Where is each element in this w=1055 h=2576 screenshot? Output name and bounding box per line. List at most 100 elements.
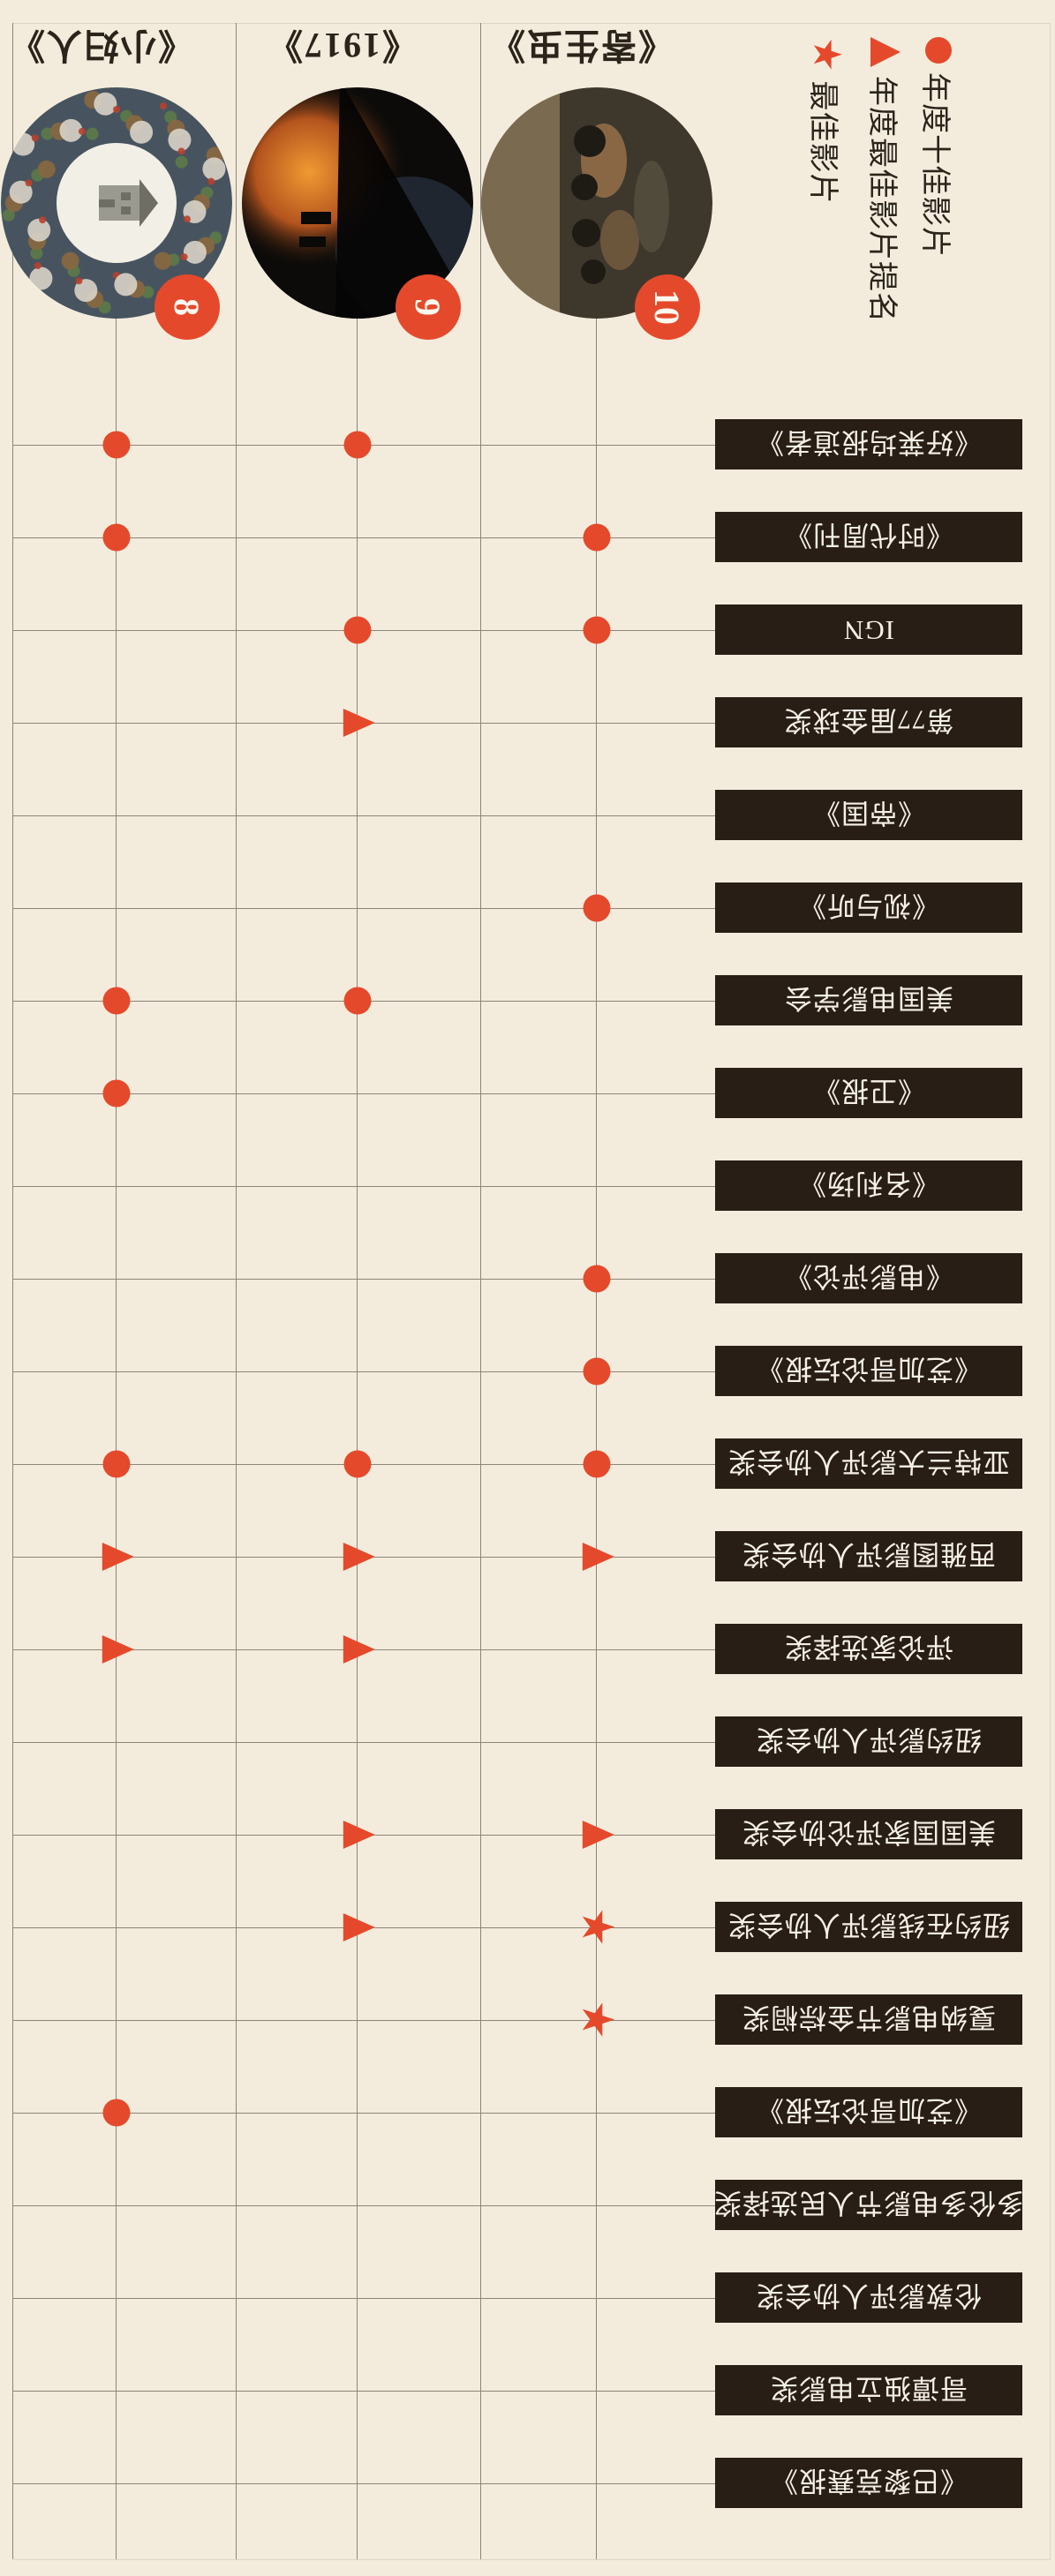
frame-top-line bbox=[1050, 23, 1051, 2559]
org-header-bar: 《名利场》 bbox=[715, 1160, 1022, 1211]
org-header-bar: 伦敦影评人协会奖 bbox=[715, 2272, 1022, 2323]
org-header-bar: 《芝加哥论坛报》 bbox=[715, 2087, 1022, 2137]
mark-dot bbox=[343, 431, 372, 458]
legend-triangle-icon bbox=[870, 37, 901, 67]
grid-intermediate-line bbox=[236, 23, 237, 2559]
grid-intermediate-line bbox=[480, 23, 481, 2559]
org-header-bar: 《视与听》 bbox=[715, 882, 1022, 933]
legend-item-star: ★ 最佳影片 bbox=[804, 37, 849, 204]
org-header-label: 纽约影评人协会奖 bbox=[756, 1724, 982, 1754]
org-header-label: 《巴黎竞赛报》 bbox=[770, 2465, 968, 2496]
mark-dot bbox=[583, 1357, 611, 1385]
org-header-label: 《时代周刊》 bbox=[784, 519, 953, 550]
mark-dot bbox=[102, 2099, 131, 2126]
mark-triangle bbox=[343, 1912, 375, 1941]
movie-title: 《1917》 bbox=[266, 26, 418, 65]
mark-dot bbox=[102, 431, 131, 458]
legend-star-icon: ★ bbox=[804, 37, 849, 72]
legend-item-triangle: 年度最佳影片提名 bbox=[866, 37, 903, 323]
org-header-label: 《好莱坞报道者》 bbox=[756, 426, 982, 457]
org-header-bar: 《芝加哥论坛报》 bbox=[715, 1346, 1022, 1396]
org-header-bar: 《好莱坞报道者》 bbox=[715, 419, 1022, 469]
org-header-label: IGN bbox=[842, 614, 895, 646]
mark-dot bbox=[102, 523, 131, 551]
org-header-label: 《芝加哥论坛报》 bbox=[756, 2094, 982, 2125]
org-header-bar: 《时代周刊》 bbox=[715, 512, 1022, 562]
org-header-bar: IGN bbox=[715, 605, 1022, 655]
mark-dot bbox=[102, 1450, 131, 1477]
grid-org-column-line bbox=[13, 2390, 715, 2392]
org-header-label: 《卫报》 bbox=[812, 1075, 925, 1106]
org-header-label: 美国国家评论协会奖 bbox=[742, 1816, 996, 1847]
grid-org-column-line bbox=[13, 2297, 715, 2299]
grid-movie-row-line bbox=[116, 203, 117, 2559]
mark-triangle bbox=[343, 1820, 375, 1849]
mark-dot bbox=[583, 616, 611, 643]
org-header-label: 第77届金球奖 bbox=[783, 704, 954, 735]
movie-poster-art bbox=[1, 87, 232, 319]
org-header-label: 戛纳电影节金棕榈奖 bbox=[742, 2001, 996, 2032]
legend-item-dot: 年度十佳影片 bbox=[919, 37, 956, 258]
org-header-label: 纽约在线影评人协会奖 bbox=[727, 1909, 1010, 1940]
mark-dot bbox=[343, 616, 372, 643]
movie-circle bbox=[481, 87, 712, 319]
org-header-bar: 《卫报》 bbox=[715, 1068, 1022, 1118]
org-header-bar: 西雅图影评人协会奖 bbox=[715, 1531, 1022, 1581]
org-header-label: 《视与听》 bbox=[798, 890, 939, 920]
mark-dot bbox=[583, 1450, 611, 1477]
org-header-bar: 多伦多电影节人民选择奖 bbox=[713, 2180, 1024, 2230]
movie-title: 《寄生虫》 bbox=[488, 26, 674, 65]
org-header-label: 评论家选择奖 bbox=[784, 1631, 953, 1662]
mark-dot bbox=[343, 1450, 372, 1477]
rank-badge: 8 bbox=[154, 274, 220, 340]
org-header-bar: 美国国家评论协会奖 bbox=[715, 1809, 1022, 1859]
org-header-label: 哥谭独立电影奖 bbox=[770, 2372, 968, 2403]
mark-triangle bbox=[102, 1542, 134, 1571]
legend-item-label: 最佳影片 bbox=[806, 80, 840, 205]
grid-org-column-line bbox=[13, 815, 715, 816]
rank-badge: 9 bbox=[396, 274, 461, 340]
mark-triangle bbox=[582, 1820, 614, 1849]
org-header-label: 西雅图影评人协会奖 bbox=[742, 1538, 996, 1569]
org-header-bar: 第77届金球奖 bbox=[715, 697, 1022, 747]
mark-dot bbox=[343, 987, 372, 1014]
org-header-label: 《帝国》 bbox=[812, 797, 925, 828]
org-header-label: 《芝加哥论坛报》 bbox=[756, 1353, 982, 1384]
org-header-label: 《名利场》 bbox=[798, 1168, 939, 1198]
grid-org-column-line bbox=[13, 1741, 715, 1743]
mark-triangle bbox=[102, 1634, 134, 1664]
org-header-bar: 纽约影评人协会奖 bbox=[715, 1716, 1022, 1767]
mark-dot bbox=[102, 1079, 131, 1107]
org-header-label: 多伦多电影节人民选择奖 bbox=[713, 2187, 1024, 2218]
frame-right-line bbox=[13, 2559, 1051, 2560]
legend-dot-icon bbox=[925, 37, 952, 64]
org-header-bar: 纽约在线影评人协会奖 bbox=[715, 1902, 1022, 1952]
mark-triangle bbox=[343, 708, 375, 737]
grid-org-column-line bbox=[13, 2482, 715, 2484]
mark-triangle bbox=[343, 1542, 375, 1571]
org-header-bar: 《电影评论》 bbox=[715, 1253, 1022, 1303]
org-header-bar: 亚特兰大影评人协会奖 bbox=[715, 1438, 1022, 1489]
rank-badge: 10 bbox=[635, 274, 700, 340]
mark-star: ★ bbox=[572, 2000, 623, 2039]
mark-dot bbox=[583, 523, 611, 551]
org-header-bar: 评论家选择奖 bbox=[715, 1624, 1022, 1674]
mark-triangle bbox=[582, 1542, 614, 1571]
org-header-bar: 美国电影学会 bbox=[715, 975, 1022, 1025]
org-header-label: 伦敦影评人协会奖 bbox=[756, 2279, 982, 2310]
org-header-label: 《电影评论》 bbox=[784, 1260, 953, 1291]
mark-dot bbox=[102, 987, 131, 1014]
movie-title: 《小妇人》 bbox=[8, 26, 193, 65]
movie-poster-art bbox=[481, 87, 712, 319]
mark-star: ★ bbox=[572, 1907, 623, 1947]
grid-org-column-line bbox=[13, 1185, 715, 1187]
frame-bottom-line bbox=[12, 23, 13, 2559]
org-header-bar: 《巴黎竞赛报》 bbox=[715, 2458, 1022, 2508]
mark-triangle bbox=[343, 1634, 375, 1664]
mark-dot bbox=[583, 894, 611, 921]
org-header-bar: 戛纳电影节金棕榈奖 bbox=[715, 1994, 1022, 2045]
org-header-bar: 《帝国》 bbox=[715, 790, 1022, 840]
mark-dot bbox=[583, 1265, 611, 1292]
